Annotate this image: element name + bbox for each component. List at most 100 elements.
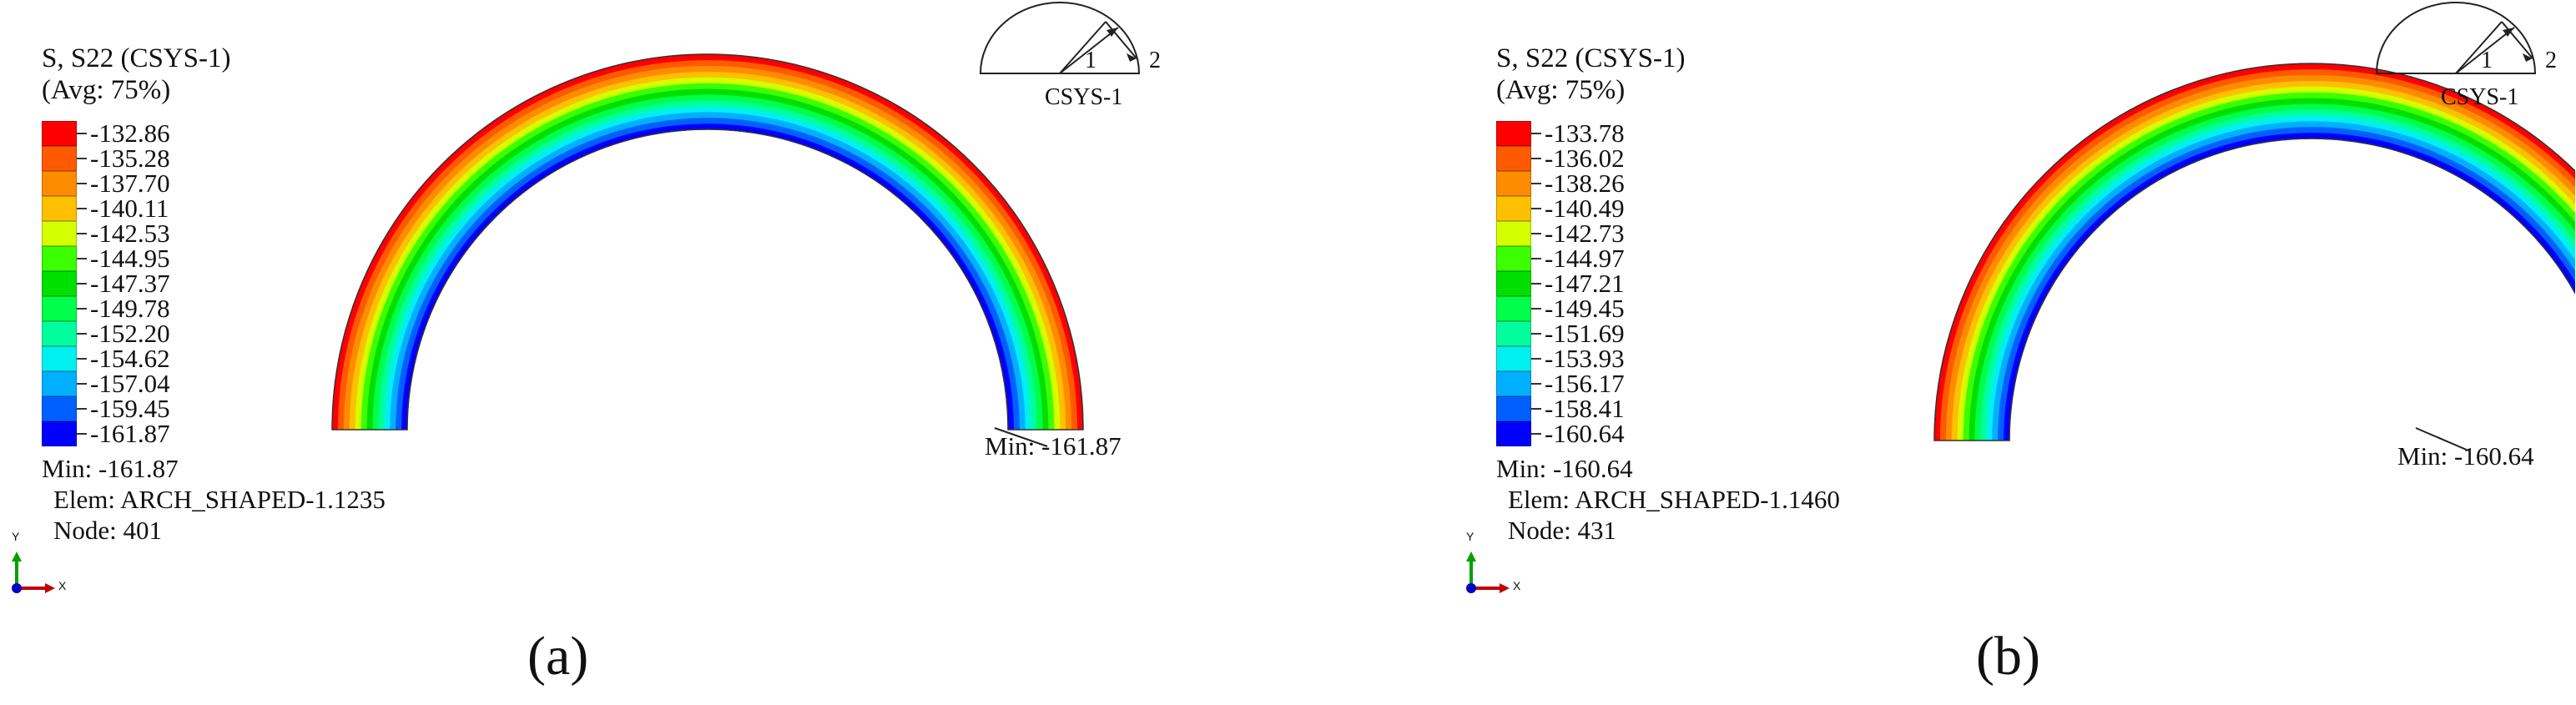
legend-tick — [77, 333, 87, 335]
contour-title: S, S22 (CSYS-1) — [1496, 43, 1686, 73]
legend-swatch — [1496, 221, 1531, 246]
legend-tick — [1531, 158, 1541, 159]
min-pointer — [2415, 427, 2469, 451]
legend-value: -161.87 — [90, 419, 170, 448]
legend-tick — [77, 308, 87, 310]
legend-value: -149.78 — [90, 294, 170, 323]
min-value-text: Min: -161.87 — [42, 454, 179, 483]
triad-y-label: Y — [1466, 530, 1475, 543]
axis-triad-icon — [12, 551, 55, 593]
legend-swatch — [42, 196, 77, 221]
contour-title: S, S22 (CSYS-1) — [42, 43, 231, 73]
legend-swatch — [42, 121, 77, 146]
legend-swatch — [1496, 296, 1531, 321]
legend-value: -136.02 — [1545, 144, 1625, 173]
arch-outline — [1933, 63, 2575, 441]
legend-value: -160.64 — [1545, 419, 1625, 448]
legend-value: -154.62 — [90, 344, 170, 373]
legend-value: -153.93 — [1545, 344, 1625, 373]
node-text: Node: 401 — [53, 516, 163, 545]
legend-value: -138.26 — [1545, 169, 1625, 198]
legend-swatch — [1496, 371, 1531, 396]
legend-value: -135.28 — [90, 144, 170, 173]
legend-swatch — [42, 246, 77, 271]
legend-value: -158.41 — [1545, 394, 1625, 423]
legend-swatch — [1496, 171, 1531, 196]
legend-swatch — [1496, 196, 1531, 221]
legend-tick — [77, 383, 87, 385]
legend-swatch — [1496, 421, 1531, 446]
arch-contour-plot — [1466, 2, 2575, 593]
legend-value: -159.45 — [90, 394, 170, 423]
legend-tick — [1531, 283, 1541, 285]
legend-value: -147.21 — [1545, 269, 1625, 298]
elem-text: Elem: ARCH_SHAPED-1.1460 — [1508, 485, 1840, 514]
legend-tick — [77, 358, 87, 360]
legend-swatch — [1496, 146, 1531, 171]
legend-value: -133.78 — [1545, 118, 1625, 148]
panel-a: S, S22 (CSYS-1) (Avg: 75%) -132.86 -135.2… — [12, 2, 1161, 686]
legend-tick — [77, 258, 87, 259]
legend-swatch — [42, 346, 77, 371]
legend-swatch — [42, 421, 77, 446]
legend-tick — [1531, 433, 1541, 435]
csys-label: CSYS-1 — [1045, 84, 1123, 110]
csys-label: CSYS-1 — [2441, 84, 2519, 110]
panel-b: S, S22 (CSYS-1) (Avg: 75%) -133.78 -136.0… — [1454, 0, 2576, 705]
legend-swatch — [1496, 321, 1531, 346]
legend-value: -157.04 — [90, 369, 170, 398]
legend-value: -132.86 — [90, 118, 170, 148]
panel-letter: (b) — [1976, 626, 2040, 687]
legend-swatch — [42, 171, 77, 196]
legend-value: -142.53 — [90, 219, 170, 248]
legend-swatch — [1496, 396, 1531, 421]
legend-tick — [1531, 308, 1541, 310]
min-pointer — [994, 427, 1048, 447]
legend-tick — [1531, 208, 1541, 209]
arch-bands — [331, 53, 1084, 431]
node-text: Node: 431 — [1508, 516, 1617, 545]
csys-axis-2-label: 2 — [1149, 48, 1161, 73]
elem-text: Elem: ARCH_SHAPED-1.1235 — [53, 485, 386, 514]
legend-tick — [77, 433, 87, 435]
axis-triad-icon — [1466, 551, 1510, 593]
legend-tick — [77, 183, 87, 184]
legend-swatch — [42, 296, 77, 321]
min-value-text: Min: -160.64 — [1496, 454, 1633, 483]
arch-bands — [1933, 63, 2575, 441]
legend-tick — [1531, 233, 1541, 234]
legend-tick — [1531, 358, 1541, 360]
legend-swatch — [42, 146, 77, 171]
legend-swatch — [1496, 271, 1531, 296]
legend-swatch — [1496, 246, 1531, 271]
legend-tick — [1531, 333, 1541, 335]
min-marker-label: Min: -160.64 — [2397, 441, 2534, 471]
legend-swatch — [42, 221, 77, 246]
contour-subtitle: (Avg: 75%) — [42, 75, 171, 105]
legend-tick — [77, 208, 87, 209]
legend-tick — [1531, 183, 1541, 184]
legend-value: -147.37 — [90, 269, 170, 298]
legend-swatch — [42, 371, 77, 396]
legend-swatch — [42, 321, 77, 346]
csys-axis-1-label: 1 — [1085, 48, 1096, 73]
legend-value: -137.70 — [90, 169, 170, 198]
legend-tick — [77, 408, 87, 410]
legend-tick — [77, 233, 87, 234]
legend-value: -144.95 — [90, 244, 170, 273]
arch-contour-plot — [12, 2, 1141, 593]
legend-value: -142.73 — [1545, 219, 1625, 248]
legend-swatch — [1496, 121, 1531, 146]
triad-x-label: X — [58, 579, 67, 592]
triad-y-label: Y — [12, 530, 20, 543]
legend-value: -156.17 — [1545, 369, 1625, 398]
legend-tick — [1531, 383, 1541, 385]
legend-tick — [77, 158, 87, 159]
contour-subtitle: (Avg: 75%) — [1496, 75, 1626, 105]
csys-axis-2-label: 2 — [2545, 48, 2557, 73]
legend-tick — [77, 133, 87, 134]
legend-value: -140.11 — [90, 194, 169, 223]
legend-swatch — [1496, 346, 1531, 371]
legend-tick — [1531, 408, 1541, 410]
min-marker-label: Min: -161.87 — [985, 431, 1122, 461]
